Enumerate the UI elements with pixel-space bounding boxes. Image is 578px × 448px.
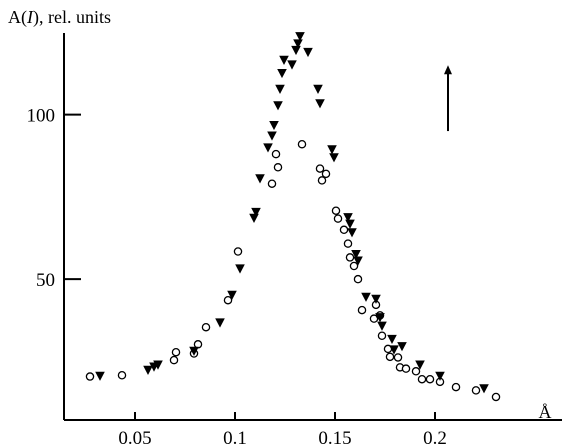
triangle-point <box>329 153 339 163</box>
triangle-point <box>287 60 297 70</box>
circle-point <box>271 149 281 159</box>
triangle-point <box>345 219 355 229</box>
triangle-point <box>389 345 399 355</box>
triangle-point <box>293 39 303 49</box>
x-tick-label: 0.05 <box>118 428 151 448</box>
circle-point <box>201 322 211 332</box>
circle-point <box>393 353 403 362</box>
triangle-point <box>95 371 105 381</box>
y-axis-title-prefix: A( <box>8 7 27 28</box>
triangle-point <box>143 365 153 375</box>
data-points <box>85 32 501 402</box>
circle-point <box>385 352 395 362</box>
circle-point <box>297 139 307 149</box>
circle-point <box>331 206 341 215</box>
triangle-point <box>227 290 237 300</box>
triangle-point <box>189 346 199 356</box>
triangle-point <box>275 84 285 94</box>
circle-point <box>171 347 181 357</box>
triangle-point <box>327 145 337 155</box>
circle-point <box>349 261 359 271</box>
circle-point <box>353 274 363 284</box>
y-axis-title-symbol: I <box>26 7 34 27</box>
triangle-point <box>263 143 273 153</box>
circle-point <box>345 253 355 262</box>
triangle-point <box>479 384 489 394</box>
circle-point <box>491 392 501 402</box>
circle-point <box>321 169 331 179</box>
triangle-point <box>343 213 353 223</box>
triangle-point <box>235 264 245 274</box>
circle-point <box>471 386 481 395</box>
circle-point <box>267 179 277 188</box>
circle-point <box>411 367 421 376</box>
arrow-head <box>444 65 452 75</box>
triangle-point <box>353 256 363 266</box>
triangle-point <box>351 249 361 260</box>
circle-point <box>339 225 349 235</box>
y-axis-title: A(I), rel. units <box>8 7 111 28</box>
circle-point <box>85 372 95 381</box>
circle-point <box>401 364 411 373</box>
triangle-point <box>255 174 265 184</box>
triangle-point <box>295 32 305 42</box>
triangle-point <box>277 68 287 79</box>
triangle-point <box>273 101 283 111</box>
triangle-point <box>303 47 313 58</box>
triangle-point <box>435 371 445 381</box>
circle-point <box>169 355 179 365</box>
annotations <box>444 65 452 132</box>
triangle-point <box>397 342 407 352</box>
triangle-point <box>375 313 385 323</box>
circle-point <box>343 239 353 248</box>
triangle-point <box>315 99 325 109</box>
x-tick-label: 0.15 <box>318 428 351 448</box>
triangle-point <box>361 292 371 302</box>
triangle-point <box>215 318 225 328</box>
triangle-point <box>153 360 163 370</box>
triangle-point <box>371 294 381 304</box>
x-tick-label: 0.2 <box>423 428 447 448</box>
x-tick-label: 0.1 <box>223 428 247 448</box>
triangle-point <box>267 131 277 141</box>
circle-point <box>233 247 243 256</box>
circle-point <box>377 331 387 341</box>
x-axis-title: Å <box>539 402 552 422</box>
y-tick-label: 100 <box>27 106 56 127</box>
axis-ticks: 0.05 0.1 0.15 0.2 50 100 <box>27 106 447 448</box>
y-axis-title-suffix: ), rel. units <box>33 7 111 28</box>
circle-point <box>317 176 327 185</box>
circle-point <box>273 163 283 172</box>
triangle-point <box>313 84 323 94</box>
triangle-point <box>387 334 397 345</box>
triangle-point <box>415 360 425 370</box>
circle-point <box>357 305 367 315</box>
triangle-point <box>347 228 357 238</box>
circle-point <box>333 214 343 223</box>
triangle-point <box>251 207 261 218</box>
triangle-point <box>279 55 289 65</box>
triangle-point <box>269 120 279 131</box>
circle-point <box>417 374 427 384</box>
circle-point <box>315 164 325 173</box>
triangle-point <box>377 321 387 331</box>
circle-point <box>117 370 127 380</box>
circle-point <box>451 382 461 392</box>
circle-point <box>223 295 233 305</box>
circle-point <box>425 374 435 384</box>
y-tick-label: 50 <box>36 270 55 291</box>
triangle-point <box>291 45 301 56</box>
triangle-point <box>249 213 259 223</box>
